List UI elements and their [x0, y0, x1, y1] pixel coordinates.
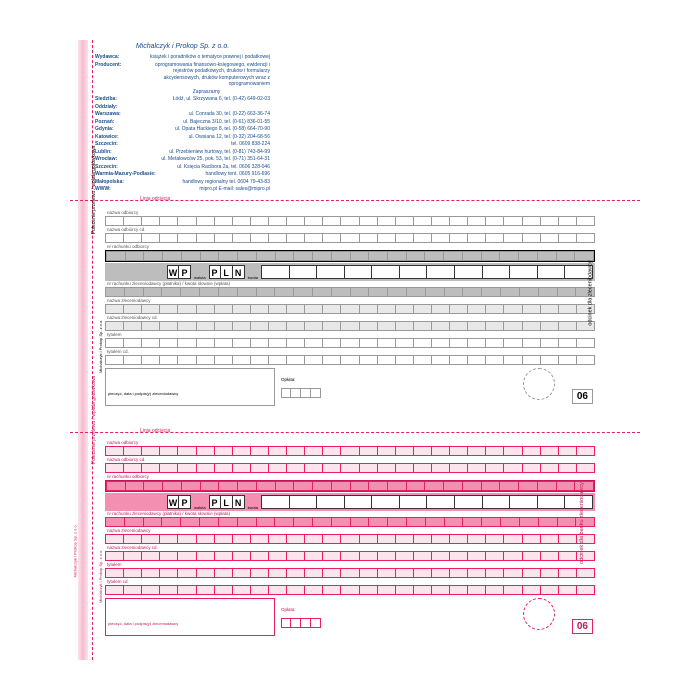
- cells-r3-g[interactable]: [105, 250, 595, 262]
- c3: N: [233, 265, 245, 279]
- transfer-form-pink: Polecenie przelewu / wpłata gotówkowa od…: [105, 440, 595, 636]
- company-title: Michalczyk i Prokop Sp. z o.o.: [95, 42, 270, 51]
- cut-label-2: Linia odcięcia: [140, 428, 170, 434]
- sig-p: pieczęć, data i podpis(y) zleceniodawcy: [108, 621, 272, 626]
- val-wydawca: książek i poradników o tematyce prawnej …: [143, 54, 270, 61]
- val-w6: ul. Przebieniew hurtowy, tel. (0-81) 743…: [143, 149, 270, 156]
- cells-r1-p[interactable]: [105, 446, 595, 456]
- cut-label-1: Linia odcięcia: [140, 196, 170, 202]
- val-w9: handlowy tent. 0605 916-696: [175, 171, 270, 178]
- val-w3: ul. Opata Hackiego 8, tel. (0-58) 664-70…: [143, 126, 270, 133]
- cells-r2-p[interactable]: [105, 463, 595, 473]
- val-w10: handlowy regionalny tel. 0604 79-43-83: [143, 179, 270, 186]
- wp-box-g[interactable]: WP: [167, 265, 191, 279]
- cells-r2-g[interactable]: [105, 233, 595, 243]
- lbl-w4: Katowice:: [95, 134, 143, 141]
- wp-p-g: P: [179, 265, 191, 279]
- lbl-w6: Lublin:: [95, 149, 143, 156]
- lbl-wydawca: Wydawca:: [95, 54, 143, 61]
- wp-w-g: W: [167, 265, 179, 279]
- barcode-g: Michalczyk i Prokop Sp. z o.o.: [98, 320, 103, 373]
- val-zapr: Zapraszamy: [143, 89, 270, 96]
- wp-box-p[interactable]: WP: [167, 495, 191, 509]
- margin-text: Michalczyk i Prokop Sp. z o.o.: [73, 524, 78, 577]
- lbl-oddzialy: Oddziały:: [95, 104, 143, 111]
- val-w5: tel. 0609 838-224: [143, 141, 270, 148]
- waluta-box-p: PLN: [209, 495, 245, 509]
- oplata-g: Opłata:: [281, 377, 296, 382]
- cells-r6-p[interactable]: [105, 551, 595, 561]
- company-info: Michalczyk i Prokop Sp. z o.o. Wydawca:k…: [95, 42, 270, 194]
- code06-g: 06: [572, 389, 593, 404]
- cells-r4-p[interactable]: [105, 517, 595, 527]
- stamp-area-p: Michalczyk i Prokop Sp. z o.o. pieczęć, …: [105, 598, 275, 636]
- cells-r7-p[interactable]: [105, 568, 595, 578]
- cells-r8-g[interactable]: [105, 355, 595, 365]
- waluta-lbl-p: waluta: [194, 505, 206, 510]
- barcode-p: Michalczyk i Prokop Sp. z o.o.: [98, 550, 103, 603]
- val-w8: ul. Księcia Racibora 2a, tel. 0606 328-0…: [143, 164, 270, 171]
- val-w1: ul. Conrada 30, tel. (0-22) 663-36-74: [143, 111, 270, 118]
- vlabel-left-pink: Polecenie przelewu / wpłata gotówkowa: [91, 350, 97, 490]
- cells-r5-g[interactable]: [105, 304, 595, 314]
- lbl-w3: Gdynia:: [95, 126, 143, 133]
- vlabel-right-pink: odcinek dla banku zleceniodawcy: [579, 482, 585, 564]
- lbl-w5: Szczecin:: [95, 141, 143, 148]
- stamp-circle-p: [523, 598, 555, 630]
- cells-r3-p[interactable]: [105, 480, 595, 492]
- kwota-box-g[interactable]: [261, 265, 593, 279]
- lbl-w1: Warszawa:: [95, 111, 143, 118]
- val-producent: oprogramowania finansowo-księgowego, ewi…: [143, 62, 270, 88]
- waluta-lbl-g: waluta: [194, 275, 206, 280]
- vlabel-left-gray: Polecenie przelewu / wpłata gotówkowa: [91, 120, 97, 260]
- val-w4: ul. Owsiana 12, tel. (0-32) 204-68-56: [143, 134, 270, 141]
- wp-w-p: W: [167, 495, 179, 509]
- lbl-www: WWW:: [95, 186, 143, 193]
- val-siedziba: Łódź, ul. Skrzywana 6, tel. (0-42) 649-0…: [143, 96, 270, 103]
- cells-r1-g[interactable]: [105, 216, 595, 226]
- c2: L: [221, 265, 233, 279]
- waluta-box-g: PLN: [209, 265, 245, 279]
- lbl-w8: Szczecin:: [95, 164, 143, 171]
- oplata-p: Opłata:: [281, 607, 296, 612]
- vlabel-right-gray: odcinek dla zleceniodawcy: [587, 260, 593, 325]
- lbl-siedziba: Siedziba:: [95, 96, 143, 103]
- val-www: mipro.pl E-mail: sales@mipro.pl: [143, 186, 270, 193]
- wp-p-p: P: [179, 495, 191, 509]
- lbl-w10: Małopolska:: [95, 179, 143, 186]
- kwota-lbl-g: kwota: [248, 275, 258, 280]
- lbl-w9: Warmia-Mazury-Podlasie:: [95, 171, 175, 178]
- cells-r8-p[interactable]: [105, 585, 595, 595]
- cells-r5-p[interactable]: [105, 534, 595, 544]
- val-w7: ul. Metalowców 25, pok. 53, tel. (0-71) …: [143, 156, 270, 163]
- val-w2: ul. Bajeczna 3/10, tel. (0-61) 836-01-55: [143, 119, 270, 126]
- cells-r7-g[interactable]: [105, 338, 595, 348]
- cells-r6-g[interactable]: [105, 321, 595, 331]
- kwota-lbl-p: kwota: [248, 505, 258, 510]
- lbl-producent: Producent:: [95, 62, 143, 88]
- lbl-w7: Wrocław:: [95, 156, 143, 163]
- lbl-w2: Poznań:: [95, 119, 143, 126]
- code06-p: 06: [572, 619, 593, 634]
- sig-g: pieczęć, data i podpis(y) zleceniodawcy: [108, 391, 272, 396]
- c1: P: [209, 265, 221, 279]
- stamp-area-g: Michalczyk i Prokop Sp. z o.o. pieczęć, …: [105, 368, 275, 406]
- transfer-form-gray: Polecenie przelewu / wpłata gotówkowa od…: [105, 210, 595, 406]
- stamp-circle-g: [523, 368, 555, 400]
- kwota-box-p[interactable]: [261, 495, 593, 509]
- cells-r4-g[interactable]: [105, 287, 595, 297]
- pink-margin-stripe: [78, 40, 88, 660]
